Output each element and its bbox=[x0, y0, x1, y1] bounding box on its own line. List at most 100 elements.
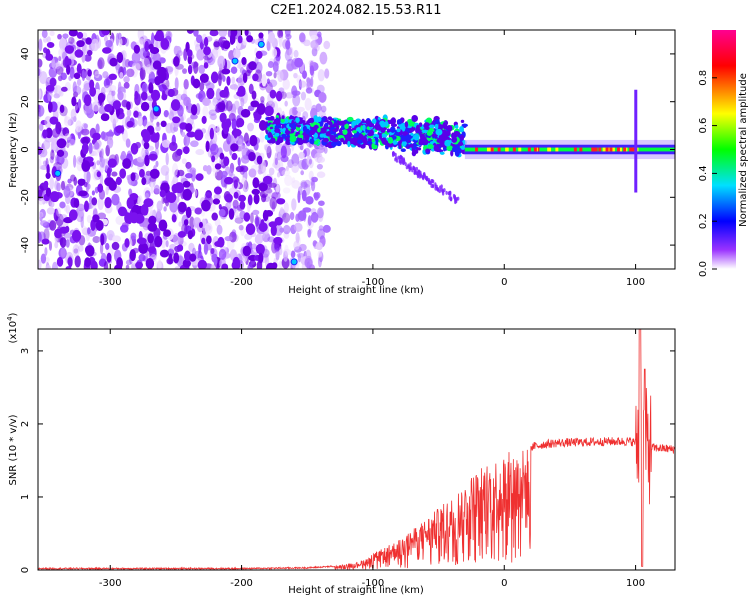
heatmap-cell bbox=[291, 122, 296, 130]
carrier-peak bbox=[609, 147, 613, 152]
heatmap-cell bbox=[184, 173, 193, 179]
heatmap-cell bbox=[155, 160, 159, 168]
heatmap-cell bbox=[109, 57, 118, 67]
heatmap-cell bbox=[130, 172, 136, 182]
heatmap-cell bbox=[442, 121, 447, 129]
heatmap-cell bbox=[83, 94, 92, 107]
heatmap-cell bbox=[228, 134, 233, 142]
heatmap-cell bbox=[210, 71, 219, 84]
heatmap-cell bbox=[277, 30, 283, 38]
heatmap-cell bbox=[317, 69, 325, 82]
heatmap-cell bbox=[284, 100, 288, 107]
heatmap-cell bbox=[156, 200, 163, 212]
carrier-peak bbox=[518, 147, 522, 152]
heatmap-cell bbox=[417, 147, 422, 151]
heatmap-cell bbox=[266, 78, 270, 85]
heatmap-cell bbox=[297, 190, 301, 204]
heatmap-cell bbox=[177, 230, 186, 238]
heatmap-cell bbox=[87, 69, 92, 77]
heatmap-cell bbox=[136, 161, 145, 168]
heatmap-cell bbox=[104, 85, 112, 93]
heatmap-cell bbox=[319, 133, 325, 138]
heatmap-cell bbox=[100, 113, 110, 122]
heatmap-cell bbox=[233, 48, 241, 59]
heatmap-cell bbox=[434, 123, 439, 130]
heatmap-cell bbox=[271, 241, 278, 254]
heatmap-cell bbox=[104, 196, 112, 209]
heatmap-cell bbox=[183, 96, 191, 107]
heatmap-cell bbox=[338, 120, 343, 126]
heatmap-cell bbox=[51, 261, 58, 269]
heatmap-cell bbox=[243, 177, 247, 190]
heatmap-cell bbox=[75, 120, 82, 133]
heatmap-cell bbox=[165, 152, 169, 166]
heatmap-cell bbox=[116, 51, 124, 64]
heatmap-cell bbox=[281, 257, 290, 269]
heatmap-cell bbox=[124, 37, 129, 47]
heatmap-cell bbox=[389, 126, 396, 133]
heatmap-cell bbox=[160, 120, 167, 128]
heatmap-cell bbox=[302, 207, 312, 213]
heatmap-cell bbox=[56, 138, 67, 149]
heatmap-cell bbox=[105, 40, 113, 48]
heatmap-cell bbox=[328, 121, 333, 126]
heatmap-cell bbox=[279, 227, 285, 233]
heatmap-cell bbox=[54, 180, 59, 191]
heatmap-cell bbox=[183, 134, 191, 147]
heatmap-cell bbox=[184, 225, 190, 235]
heatmap-cell bbox=[284, 244, 289, 256]
heatmap-cell bbox=[159, 189, 166, 198]
heatmap-cell bbox=[139, 168, 145, 178]
heatmap-cell bbox=[248, 151, 256, 162]
heatmap-cell bbox=[288, 115, 296, 120]
heatmap-cell bbox=[317, 228, 326, 240]
heatmap-cell bbox=[278, 246, 283, 256]
heatmap-cell bbox=[171, 214, 177, 223]
heatmap-cell bbox=[428, 124, 435, 129]
heatmap-cell bbox=[271, 48, 278, 58]
heatmap-cell bbox=[445, 190, 448, 195]
heatmap-cell bbox=[139, 150, 147, 160]
heatmap-cell bbox=[203, 36, 209, 47]
heatmap-cell bbox=[48, 241, 53, 251]
heatmap-cell bbox=[160, 165, 170, 176]
heatmap-cell bbox=[316, 163, 323, 170]
heatmap-cell bbox=[252, 177, 260, 189]
heatmap-cell bbox=[95, 219, 104, 231]
heatmap-cell bbox=[295, 117, 300, 124]
heatmap-cell bbox=[208, 109, 217, 116]
heatmap-cell bbox=[421, 129, 428, 134]
heatmap-cell bbox=[346, 116, 354, 122]
heatmap-cell bbox=[248, 168, 257, 178]
heatmap-cell bbox=[140, 128, 150, 139]
heatmap-cell bbox=[45, 187, 52, 197]
heatmap-cell bbox=[252, 209, 260, 216]
heatmap-cell bbox=[380, 121, 387, 128]
heatmap-cell bbox=[293, 240, 300, 250]
heatmap-cell bbox=[370, 138, 375, 143]
heatmap-cell bbox=[138, 242, 149, 254]
heatmap-cell bbox=[317, 116, 322, 123]
heatmap-cell bbox=[430, 184, 433, 189]
heatmap-cell bbox=[49, 220, 57, 231]
heatmap-cell bbox=[214, 240, 224, 247]
heatmap-cell bbox=[448, 195, 451, 200]
heatmap-cell bbox=[344, 123, 349, 130]
x-tick-label: 0 bbox=[501, 277, 507, 288]
heatmap-cell bbox=[389, 118, 396, 125]
heatmap-cell bbox=[56, 149, 65, 157]
heatmap-cell bbox=[140, 204, 149, 216]
heatmap-cell bbox=[91, 101, 101, 112]
heatmap-cell bbox=[205, 235, 212, 245]
heatmap-cell bbox=[202, 105, 209, 118]
heatmap-cell bbox=[96, 160, 101, 166]
heatmap-cell bbox=[258, 119, 267, 131]
heatmap-cell bbox=[237, 85, 246, 97]
heatmap-cell bbox=[137, 195, 143, 207]
heatmap-cell bbox=[81, 160, 91, 172]
heatmap-cell bbox=[55, 66, 64, 75]
heatmap-cell bbox=[177, 169, 185, 177]
heatmap-cell bbox=[148, 175, 156, 188]
